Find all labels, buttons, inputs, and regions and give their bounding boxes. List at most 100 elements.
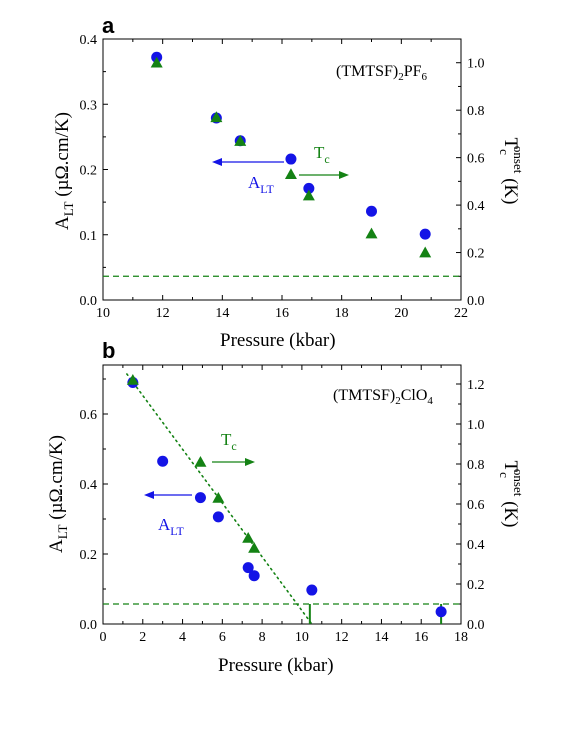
panel-a-tc-point [150,56,163,68]
panel-a-a-lt-point [285,153,297,165]
panel-b-y2-main: T [500,461,521,473]
panel-a-y-rest: (µΩ.cm/K) [52,112,73,201]
panel-b-tc-point [248,542,261,553]
panel-b-y2-tick-label: 0.8 [467,458,485,473]
panel-b-a-lt-point [242,562,254,574]
panel-b-a-sub: LT [170,524,184,538]
panel-b-y-tick-label: 0.2 [80,548,98,563]
panel-a-tc-point [234,135,247,146]
panel-b-y-tick-label: 0.6 [80,408,98,423]
panel-b-compound-rest: ClO [401,387,428,404]
panel-a-compound-sub2: 6 [422,71,428,83]
panel-a-compound-rest: PF [404,63,422,80]
panel-b-y2-axis-label: Tconset (K) [497,461,526,528]
panel-a-y2-sup: onset [511,146,526,174]
panel-a-y-tick-label: 0.2 [80,164,98,179]
panel-b-y-tick-label: 0.4 [80,478,98,493]
panel-b-x-axis-label: Pressure (kbar) [218,655,334,676]
panel-a-y-tick-label: 0.3 [80,98,98,113]
panel-b-x-tick-label: 0 [100,630,107,645]
panel-a-y2-tick-label: 1.0 [467,57,485,72]
panel-a-x-tick-label: 12 [156,306,170,321]
panel-b-x-tick-label: 18 [454,630,468,645]
panel-a-data-marks [150,51,432,258]
panel-b-y-axis-label: ALT (µΩ.cm/K) [46,435,70,553]
panel-b-x-tick-label: 14 [374,630,388,645]
panel-b-letter: b [102,338,115,363]
panel-a-tc-point [419,246,432,258]
panel-a-t-label: Tc [314,143,330,166]
panel-b-ticks: 0 2 4 6 8 10 12 14 16 180.00.20.40.60.00.20.40.60… [80,365,485,645]
panel-b-t-sub: c [231,439,236,453]
panel-a-y2-sub: c [497,149,512,155]
panel-a-compound-base: (TMTSF) [336,63,398,80]
panel-a-x-tick-label: 14 [215,306,229,321]
panel-b-a-lt-point [157,455,169,467]
panel-b-x-tick-label: 12 [335,630,349,645]
panel-b-data-marks [126,374,447,618]
panel-a-y2-tick-label: 0.4 [467,199,485,214]
panel-b-compound-sub2: 4 [427,395,433,407]
panel-a-a-label: ALT [248,173,275,196]
panel-b-x-tick-label: 10 [295,630,309,645]
panel-a-y2-main: T [500,138,521,150]
panel-b-y-tick-label: 0.0 [80,618,98,633]
panel-b-compound-sub: 2 [395,395,401,407]
panel-a-y-main: A [52,216,73,230]
panel-a-tc-point [210,111,223,123]
panel-b-y2-tick-label: 1.2 [467,378,485,393]
panel-b-y2-sub: c [497,472,512,478]
panel-b-compound-base: (TMTSF) [333,387,395,404]
panel-a-x-tick-label: 20 [394,306,408,321]
panel-b-a-lt-point [194,492,206,504]
panel-a-tc-point [284,168,297,180]
panel-a-y2-tick-label: 0.6 [467,152,485,167]
panel-a-y2-axis-label: Tconset (K) [497,138,526,205]
panel-b-y2-sup: onset [511,469,526,497]
panel-b-t-label: Tc [221,430,237,453]
panel-a-x-axis-label: Pressure (kbar) [220,330,336,351]
panel-b-compound-label: (TMTSF)2ClO4 [333,387,433,407]
panel-b-a-main: A [158,515,171,534]
panel-a-x-tick-label: 10 [96,306,110,321]
panel-b-a-lt-point [306,584,318,596]
panel-b-y-sub: LT [55,524,70,539]
panel-a-a-lt-point [366,205,377,217]
panel-a-y2-rest: (K) [500,173,521,204]
panel-b-tc-point [194,456,207,467]
panel-a-y-axis-label: ALT (µΩ.cm/K) [52,112,76,230]
panel-a-left-arrow [212,158,284,166]
panel-b-x-tick-label: 8 [259,630,266,645]
panel-a-t-sub: c [324,152,329,166]
panel-a-letter: a [102,13,115,38]
panel-b-y2-tick-label: 0.2 [467,578,485,593]
panel-b-a-lt-point [435,606,447,618]
panel-b-reference-lines [103,373,461,625]
panel-a-y-sub: LT [61,201,76,216]
panel-a-a-main: A [248,173,261,192]
panel-b-x-tick-label: 2 [139,630,146,645]
panel-b-y2-tick-label: 0.4 [467,538,485,553]
panel-a-y-tick-label: 0.1 [80,229,98,244]
panel-b: b 0 2 4 6 8 10 12 14 16 180.00.20.40.60.00.20.40.… [46,338,526,676]
panel-a-x-tick-label: 18 [335,306,349,321]
panel-b-y2-tick-label: 0.0 [467,618,485,633]
panel-b-y2-rest: (K) [500,496,521,527]
panel-b-a-label: ALT [158,515,185,538]
panel-b-right-arrow [212,458,255,466]
panel-b-y2-tick-label: 1.0 [467,418,485,433]
panel-a-a-lt-point [303,182,315,194]
panel-a-tc-point [302,189,315,201]
panel-a-y2-tick-label: 0.0 [467,294,485,309]
panel-a-right-arrow [299,171,349,179]
panel-b-a-lt-point [248,570,260,582]
panel-b-tc-point [242,532,255,543]
panel-a-t-main: T [314,143,325,162]
panel-b-a-lt-point [212,511,224,523]
panel-b-tc-point [126,374,139,385]
panel-a-x-tick-label: 16 [275,306,289,321]
panel-b-y-rest: (µΩ.cm/K) [46,435,67,524]
panel-b-x-tick-label: 6 [219,630,226,645]
panel-a-y-tick-label: 0.0 [80,294,98,309]
